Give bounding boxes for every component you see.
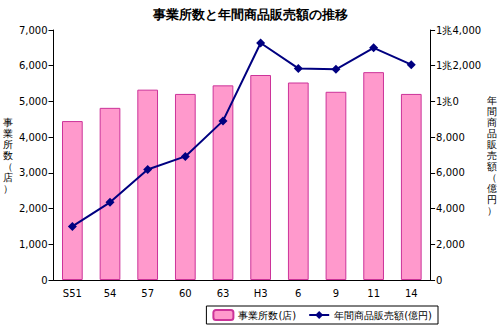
svg-text:60: 60 bbox=[179, 288, 192, 299]
svg-text:販: 販 bbox=[487, 139, 497, 150]
svg-text:0: 0 bbox=[436, 275, 442, 286]
svg-text:1兆4,000: 1兆4,000 bbox=[436, 25, 481, 36]
svg-text:2,000: 2,000 bbox=[19, 203, 48, 214]
svg-text:1兆0: 1兆0 bbox=[436, 96, 459, 107]
svg-text:54: 54 bbox=[104, 288, 117, 299]
svg-text:14: 14 bbox=[405, 288, 418, 299]
svg-text:8,000: 8,000 bbox=[436, 132, 465, 143]
svg-text:1,000: 1,000 bbox=[19, 239, 48, 250]
svg-text:店: 店 bbox=[3, 172, 13, 183]
svg-text:間: 間 bbox=[487, 106, 497, 117]
svg-text:品: 品 bbox=[487, 128, 497, 139]
svg-text:6: 6 bbox=[295, 288, 301, 299]
svg-text:6,000: 6,000 bbox=[19, 60, 48, 71]
svg-text:1兆2,000: 1兆2,000 bbox=[436, 60, 481, 71]
svg-text:S51: S51 bbox=[63, 288, 82, 299]
svg-text:事: 事 bbox=[3, 117, 13, 128]
svg-text:63: 63 bbox=[217, 288, 230, 299]
svg-text:商: 商 bbox=[487, 117, 497, 128]
svg-text:7,000: 7,000 bbox=[19, 25, 48, 36]
svg-text:数: 数 bbox=[3, 150, 13, 161]
svg-text:（: （ bbox=[3, 161, 13, 172]
svg-text:億: 億 bbox=[487, 183, 497, 194]
svg-text:（: （ bbox=[487, 172, 497, 183]
svg-text:H3: H3 bbox=[254, 288, 268, 299]
svg-text:0: 0 bbox=[41, 275, 47, 286]
svg-text:4,000: 4,000 bbox=[19, 132, 48, 143]
svg-text:業: 業 bbox=[3, 128, 13, 139]
svg-text:9: 9 bbox=[333, 288, 339, 299]
svg-text:売: 売 bbox=[487, 150, 497, 161]
svg-text:57: 57 bbox=[141, 288, 154, 299]
svg-text:3,000: 3,000 bbox=[19, 167, 48, 178]
svg-text:額: 額 bbox=[487, 161, 497, 172]
svg-text:事業所数と年間商品販売額の推移: 事業所数と年間商品販売額の推移 bbox=[152, 7, 348, 22]
svg-text:年間商品販売額(億円): 年間商品販売額(億円) bbox=[334, 310, 432, 321]
svg-text:5,000: 5,000 bbox=[19, 96, 48, 107]
svg-text:事業所数(店): 事業所数(店) bbox=[238, 310, 296, 321]
svg-text:所: 所 bbox=[3, 139, 13, 150]
svg-text:4,000: 4,000 bbox=[436, 203, 465, 214]
svg-text:6,000: 6,000 bbox=[436, 167, 465, 178]
svg-text:2,000: 2,000 bbox=[436, 239, 465, 250]
svg-text:11: 11 bbox=[367, 288, 380, 299]
svg-text:円: 円 bbox=[487, 194, 497, 205]
svg-text:）: ） bbox=[3, 183, 13, 194]
svg-text:）: ） bbox=[487, 205, 497, 216]
svg-text:年: 年 bbox=[487, 95, 497, 106]
